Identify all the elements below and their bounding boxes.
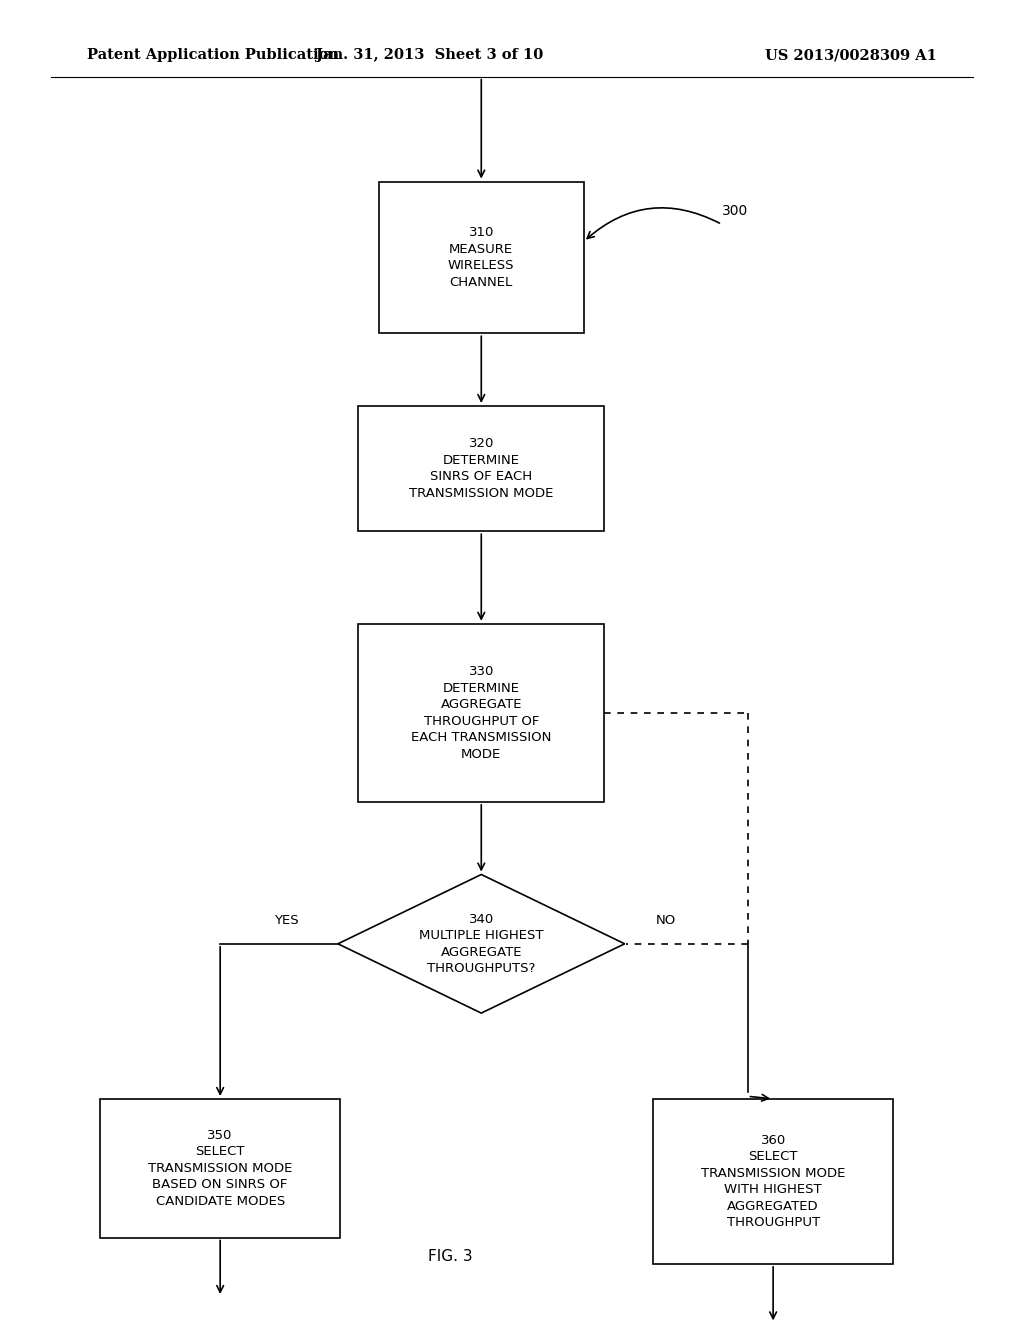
Text: Jan. 31, 2013  Sheet 3 of 10: Jan. 31, 2013 Sheet 3 of 10: [316, 49, 544, 62]
Text: 320
DETERMINE
SINRS OF EACH
TRANSMISSION MODE: 320 DETERMINE SINRS OF EACH TRANSMISSION…: [410, 437, 553, 500]
Text: 300: 300: [722, 205, 749, 218]
Text: US 2013/0028309 A1: US 2013/0028309 A1: [765, 49, 937, 62]
Text: NO: NO: [655, 913, 676, 927]
Text: YES: YES: [274, 913, 299, 927]
Text: 350
SELECT
TRANSMISSION MODE
BASED ON SINRS OF
CANDIDATE MODES: 350 SELECT TRANSMISSION MODE BASED ON SI…: [148, 1129, 292, 1208]
FancyBboxPatch shape: [100, 1098, 340, 1238]
Text: 330
DETERMINE
AGGREGATE
THROUGHPUT OF
EACH TRANSMISSION
MODE: 330 DETERMINE AGGREGATE THROUGHPUT OF EA…: [411, 665, 552, 760]
FancyBboxPatch shape: [379, 181, 584, 333]
Text: Patent Application Publication: Patent Application Publication: [87, 49, 339, 62]
FancyBboxPatch shape: [358, 623, 604, 801]
Text: 360
SELECT
TRANSMISSION MODE
WITH HIGHEST
AGGREGATED
THROUGHPUT: 360 SELECT TRANSMISSION MODE WITH HIGHES…: [701, 1134, 845, 1229]
FancyBboxPatch shape: [653, 1098, 893, 1265]
Text: FIG. 3: FIG. 3: [428, 1249, 473, 1265]
Text: 310
MEASURE
WIRELESS
CHANNEL: 310 MEASURE WIRELESS CHANNEL: [449, 226, 514, 289]
FancyBboxPatch shape: [358, 407, 604, 531]
Polygon shape: [338, 875, 625, 1014]
Text: 340
MULTIPLE HIGHEST
AGGREGATE
THROUGHPUTS?: 340 MULTIPLE HIGHEST AGGREGATE THROUGHPU…: [419, 912, 544, 975]
